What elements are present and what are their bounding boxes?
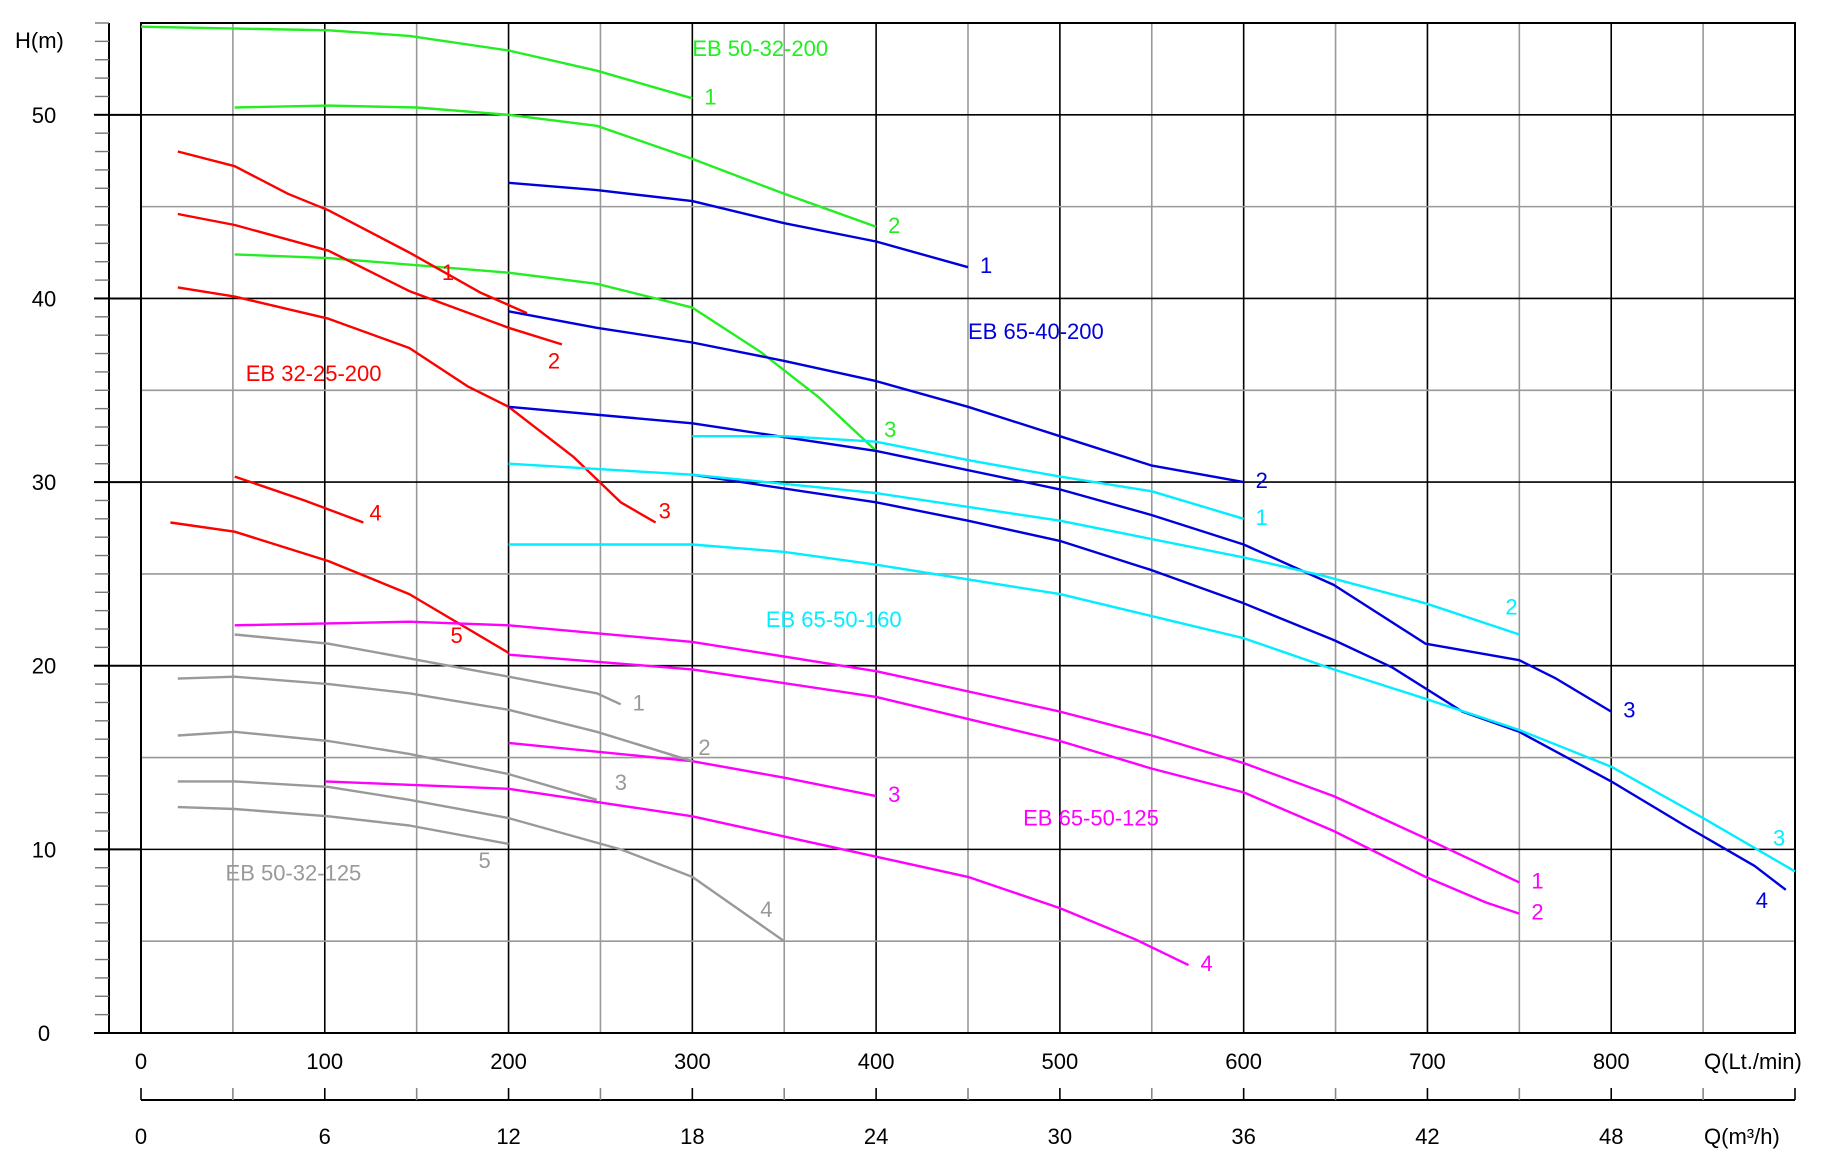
family-label: EB 65-40-200 [968,319,1104,344]
x2-tick-label: 24 [864,1124,888,1149]
curve-label: 2 [1505,595,1517,620]
pump-curve [508,653,1520,915]
pump-curve [508,543,1796,873]
x-tick-label: 500 [1042,1049,1079,1074]
y-tick-label: 40 [32,286,56,311]
plot-frame [140,22,1796,1034]
curve-family: 1 2 3 4 EB 65-50-125 [234,620,1544,976]
x2-tick-label: 42 [1415,1124,1439,1149]
pump-curve [177,150,528,315]
x-tick-label: 100 [306,1049,343,1074]
curves: 1 2 3 EB 50-32-200 1 2 3 4 5 EB 32-25-200 1 2 3 4 EB 6… [140,25,1796,976]
curve-label: 5 [451,623,463,648]
curve-label: 1 [1256,505,1268,530]
pump-curve [170,521,510,654]
x2-axis-label: Q(m³/h) [1704,1124,1780,1149]
family-label: EB 50-32-125 [226,861,362,886]
x-tick-label: 700 [1409,1049,1446,1074]
x-tick-label: 300 [674,1049,711,1074]
pump-curve [177,286,657,524]
x-axis-label: Q(Lt./min) [1704,1049,1802,1074]
x-tick-label: 800 [1593,1049,1630,1074]
x2-tick-label: 36 [1231,1124,1255,1149]
pump-curve [140,25,693,100]
curve-label: 4 [369,500,381,525]
curve-label: 1 [633,690,645,715]
pump-curve [508,310,1244,484]
pump-curve [177,212,563,346]
curve-label: 2 [1256,468,1268,493]
curve-label: 3 [659,498,671,523]
pump-curve [234,253,877,452]
family-label: EB 50-32-200 [692,36,828,61]
pump-curve [508,405,1612,713]
pump-curve [692,473,1787,891]
curve-family: 1 2 3 EB 65-50-160 [508,435,1796,873]
x2-tick-label: 12 [496,1124,520,1149]
y-tick-label: 10 [32,837,56,862]
pump-curve [177,805,509,846]
curve-label: 3 [1623,698,1635,723]
x2-tick-label: 18 [680,1124,704,1149]
curve-label: 2 [698,735,710,760]
curve-label: 2 [548,348,560,373]
pump-curve [508,741,877,798]
curve-label: 1 [1531,868,1543,893]
x2-tick-label: 30 [1048,1124,1072,1149]
curve-label: 1 [704,84,716,109]
curve-label: 4 [1756,888,1768,913]
curve-label: 3 [888,782,900,807]
y-tick-label: 20 [32,654,56,679]
curve-label: 3 [1773,825,1785,850]
curve-label: 2 [888,213,900,238]
curve-family: 1 2 3 4 EB 65-40-200 [508,181,1787,913]
family-label: EB 32-25-200 [246,361,382,386]
curve-label: 4 [1201,951,1213,976]
x2-tick-label: 0 [135,1124,147,1149]
y-tick-label: 0 [38,1021,50,1046]
curve-label: 3 [884,417,896,442]
curve-family: 1 2 3 4 5 EB 50-32-125 [177,633,785,943]
pump-curve [324,780,1190,967]
pump-curve [234,620,1520,884]
pump-curve [234,475,364,524]
curve-label: 4 [760,897,772,922]
curve-label: 1 [442,260,454,285]
curve-family: 1 2 3 4 5 EB 32-25-200 [170,150,671,654]
curve-label: 2 [1531,900,1543,925]
pump-curve [508,462,1520,636]
pump-curve [177,780,785,943]
curve-label: 1 [980,253,992,278]
x2-tick-label: 6 [319,1124,331,1149]
pump-curve [692,435,1245,520]
pump-curve [177,730,598,801]
curve-family: 1 2 3 EB 50-32-200 [140,25,900,452]
x-tick-label: 200 [490,1049,527,1074]
pump-curve [177,675,693,763]
y-tick-label: 30 [32,470,56,495]
x-tick-label: 0 [135,1049,147,1074]
family-label: EB 65-50-125 [1023,805,1159,830]
x-tick-label: 400 [858,1049,895,1074]
x-tick-label: 600 [1225,1049,1262,1074]
y-tick-label: 50 [32,103,56,128]
family-label: EB 65-50-160 [766,607,902,632]
curve-label: 5 [479,848,491,873]
x2-tick-label: 48 [1599,1124,1623,1149]
grid [141,23,1795,1033]
pump-curve [234,633,622,706]
pump-curve [508,181,969,269]
curve-label: 3 [615,770,627,795]
y-axis-label: H(m) [15,28,64,53]
pump-curve [234,104,877,228]
